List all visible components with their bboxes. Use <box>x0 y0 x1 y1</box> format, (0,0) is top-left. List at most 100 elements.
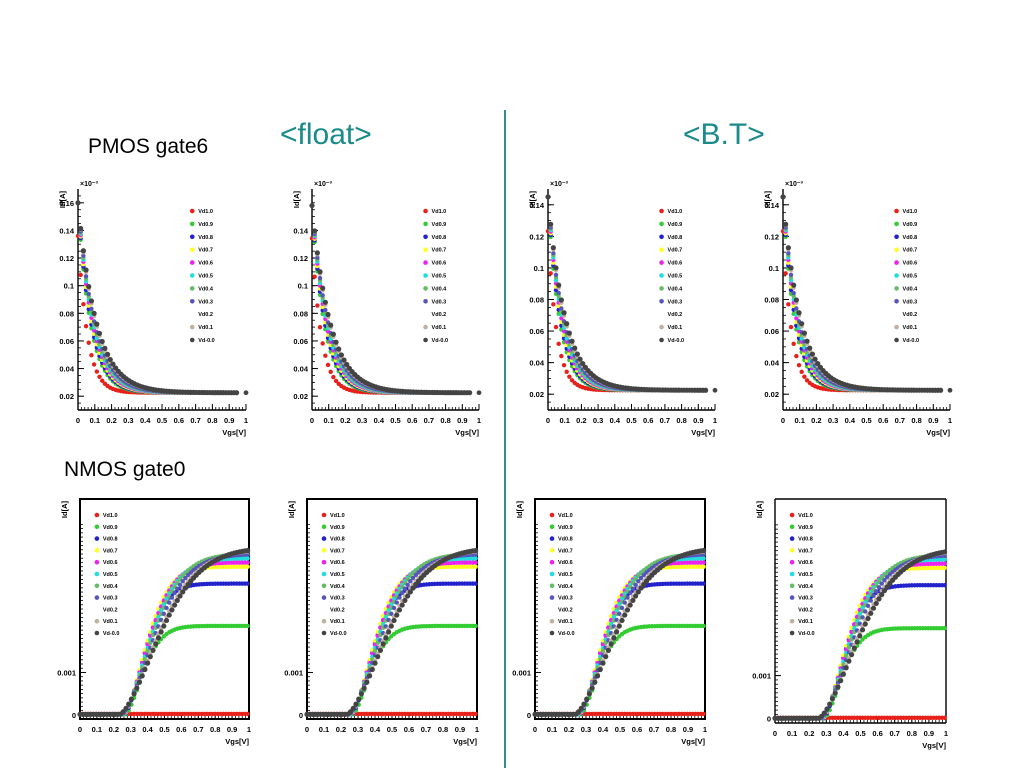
legend-marker <box>659 247 664 252</box>
x-tick-label: 0 <box>781 416 785 425</box>
data-point <box>123 705 129 711</box>
x-tick-label: 0.4 <box>370 725 381 734</box>
chart-nmos-float-2: 0 0.1 0.2 0.3 0.4 0.5 0.6 0.7 0.8 0.9 1 0 0.001 Vgs[V… <box>284 498 479 746</box>
data-point <box>550 245 556 251</box>
data-point <box>126 701 132 707</box>
data-point <box>172 602 178 608</box>
legend-label: Vd0.3 <box>330 596 345 602</box>
x-tick-label: 1 <box>247 725 251 734</box>
x-tick-label: 0.5 <box>615 725 625 734</box>
legend-marker <box>321 571 327 577</box>
data-point <box>169 595 175 600</box>
data-point <box>788 324 794 330</box>
x-tick-label: 0 <box>310 416 314 425</box>
x-tick-label: 0.4 <box>374 416 385 425</box>
data-point <box>402 597 408 604</box>
legend-marker <box>321 536 327 541</box>
y-tick-label: 0.08 <box>293 309 308 318</box>
legend-marker <box>189 337 195 343</box>
legend-marker <box>94 536 100 541</box>
y-tick-label: 0.1 <box>769 264 779 273</box>
data-point <box>164 605 169 611</box>
data-point <box>703 387 709 393</box>
data-point <box>353 701 359 707</box>
legend-label: Vd0.6 <box>668 261 683 267</box>
legend-marker <box>321 548 327 553</box>
legend-marker <box>659 299 664 304</box>
legend-marker <box>894 324 899 330</box>
x-axis-title: Vgs[V] <box>681 737 705 746</box>
data-point <box>94 321 100 327</box>
data-point <box>110 361 116 367</box>
legend-marker <box>94 559 100 565</box>
x-tick-label: 0 <box>78 725 82 734</box>
data-point <box>551 302 556 307</box>
legend-label: Vd0.8 <box>330 537 345 543</box>
x-tick-label: 0.7 <box>190 416 200 425</box>
legend-marker <box>321 524 327 530</box>
legend-label: Vd0.3 <box>668 299 683 305</box>
legend-label: Vd0.3 <box>103 596 118 602</box>
data-point <box>175 586 180 591</box>
data-point <box>580 360 586 367</box>
data-point <box>96 330 103 337</box>
data-point <box>794 353 799 359</box>
legend-marker <box>423 337 428 343</box>
legend-marker <box>189 299 195 304</box>
data-point <box>572 345 578 351</box>
data-point <box>405 582 410 587</box>
data-point <box>786 250 791 256</box>
data-point <box>94 369 100 374</box>
data-point <box>161 623 167 629</box>
data-point <box>320 341 325 346</box>
data-point <box>794 316 799 321</box>
legend-label: Vd0.4 <box>330 584 346 590</box>
data-point <box>569 338 575 344</box>
legend-label: Vd1.0 <box>668 209 683 215</box>
legend-label: Vd0.6 <box>198 261 213 267</box>
data-point <box>142 666 148 673</box>
data-point <box>139 673 145 679</box>
legend-label: Vd0.4 <box>432 286 448 292</box>
x-tick-label: 0.9 <box>455 725 465 734</box>
data-point <box>791 341 796 347</box>
data-point <box>158 629 164 635</box>
data-point <box>473 556 478 561</box>
data-point <box>413 572 418 578</box>
x-tick-label: 0 <box>533 725 537 734</box>
legend-label: Vd1.0 <box>103 513 118 519</box>
data-point <box>809 351 815 357</box>
legend-label: Vd0.7 <box>198 248 213 254</box>
x-tick-label: 0.2 <box>109 725 119 734</box>
data-point <box>786 302 791 307</box>
x-tick-label: 0.7 <box>421 725 431 734</box>
legend-label: Vd0.1 <box>330 619 345 625</box>
data-point <box>473 623 478 629</box>
x-tick-label: 0.1 <box>319 725 329 734</box>
data-point <box>338 352 344 358</box>
x-tick-label: 0.8 <box>666 725 676 734</box>
data-point <box>233 390 240 396</box>
data-point <box>802 374 807 379</box>
data-point <box>150 647 156 653</box>
data-point <box>180 589 186 595</box>
data-point <box>799 321 805 327</box>
data-point <box>556 282 562 288</box>
x-tick-label: 0.3 <box>123 416 133 425</box>
x-tick-label: 0.5 <box>390 416 400 425</box>
legend-marker <box>423 324 428 330</box>
y-tick-label: 0.1 <box>64 282 74 291</box>
data-point <box>793 297 799 303</box>
data-point <box>364 679 370 685</box>
legend-label: Vd0.7 <box>432 248 447 254</box>
x-tick-label: 0.7 <box>424 416 434 425</box>
legend-marker <box>189 286 195 291</box>
y-exponent-label: ×10⁻³ <box>80 181 99 188</box>
y-tick-label: 0 <box>527 711 531 720</box>
legend-label: Vd0.9 <box>330 525 345 531</box>
y-axis-title: Id[A] <box>292 190 301 208</box>
data-point <box>245 556 250 561</box>
chart-pmos-float-1: 0 0.1 0.2 0.3 0.4 0.5 0.6 0.7 0.8 0.9 1 0.02 0.04 0.0… <box>58 181 249 437</box>
legend-label: Vd0.2 <box>903 312 918 318</box>
x-tick-label: 0.7 <box>649 725 659 734</box>
